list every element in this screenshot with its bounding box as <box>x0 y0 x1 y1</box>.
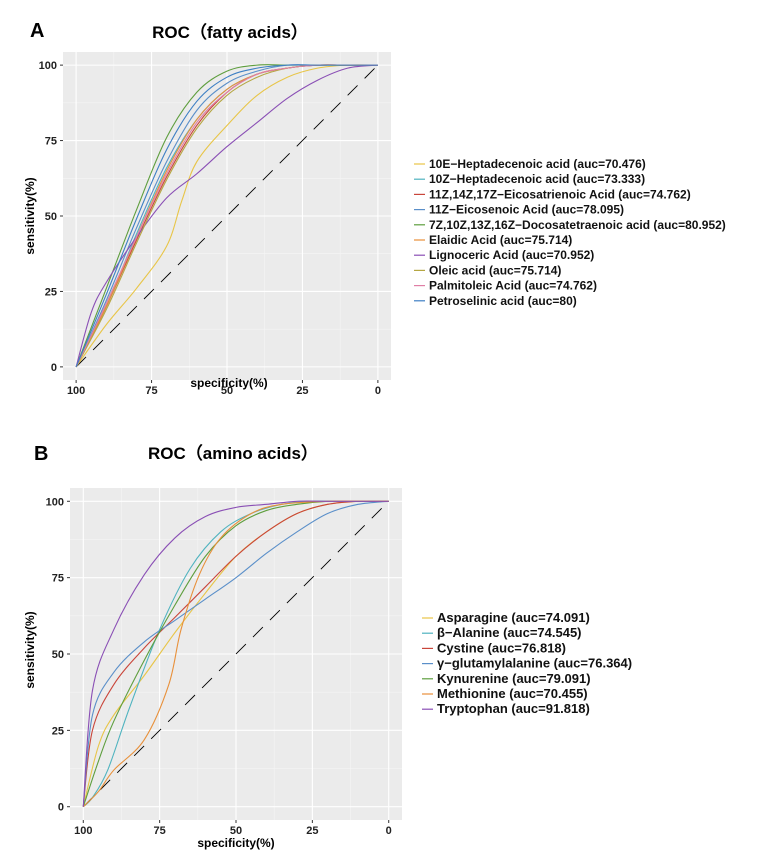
y-tick-label-b: 0 <box>58 802 64 814</box>
roc-curve-a-1 <box>75 64 378 368</box>
x-tick-label-a: 75 <box>145 385 157 397</box>
legend-label-a-6: Elaidic Acid (auc=75.714) <box>429 233 572 247</box>
panel-letter-a: A <box>30 20 44 42</box>
legend-label-a-1: 10E−Heptadecenoic acid (auc=70.476) <box>429 157 646 171</box>
legend-label-a-2: 10Z−Heptadecenoic acid (auc=73.333) <box>429 172 645 186</box>
legend-label-a-9: Palmitoleic Acid (auc=74.762) <box>429 279 597 293</box>
x-tick-label-b: 50 <box>230 825 242 837</box>
x-tick-label-a: 25 <box>296 385 308 397</box>
legend-label-b-7: Tryptophan (auc=91.818) <box>437 701 590 716</box>
y-tick-label-b: 50 <box>52 649 64 661</box>
y-tick-label-b: 75 <box>52 573 64 585</box>
x-tick-label-b: 25 <box>306 825 318 837</box>
roc-curve-b-7 <box>82 500 389 807</box>
y-tick-label-b: 25 <box>52 725 64 737</box>
x-tick-label-b: 0 <box>386 825 392 837</box>
legend-label-a-10: Petroselinic acid (auc=80) <box>429 294 577 308</box>
x-axis-label-a: specificity(%) <box>190 376 267 390</box>
chart-title-a: ROC（fatty acids） <box>152 22 308 42</box>
x-tick-label-a: 0 <box>375 385 381 397</box>
x-tick-label-b: 75 <box>154 825 166 837</box>
x-axis-label-b: specificity(%) <box>197 836 274 850</box>
y-tick-label-b: 100 <box>46 496 64 508</box>
plot-area-a: 100 75 50 25 0 0 25 50 75 100 <box>39 52 391 397</box>
roc-curve-b-4 <box>82 500 389 807</box>
chart-title-b: ROC（amino acids） <box>148 443 318 463</box>
roc-curve-b-6 <box>82 500 389 808</box>
legend-label-b-2: β−Alanine (auc=74.545) <box>437 625 582 640</box>
y-axis-label-a: sensitivity(%) <box>23 177 37 254</box>
x-tick-label-b: 100 <box>74 825 92 837</box>
panel-letter-b: B <box>34 443 48 465</box>
legend-label-a-4: 11Z−Eicosenoic Acid (auc=78.095) <box>429 203 624 217</box>
legend-label-a-7: Lignoceric Acid (auc=70.952) <box>429 248 594 262</box>
y-tick-label-a: 75 <box>45 136 57 148</box>
roc-curve-a-10 <box>75 64 378 368</box>
panel-b: B ROC（amino acids） 100 75 50 25 0 0 25 50 75100 … <box>23 443 632 850</box>
legend-b: Asparagine (auc=74.091)β−Alanine (auc=74… <box>422 610 632 716</box>
panel-a: A ROC（fatty acids） 100 75 50 25 0 0 25 50 75100 … <box>23 20 726 397</box>
legend-label-a-3: 11Z,14Z,17Z−Eicosatrienoic Acid (auc=74.… <box>429 187 691 201</box>
legend-label-b-1: Asparagine (auc=74.091) <box>437 610 590 625</box>
legend-label-b-6: Methionine (auc=70.455) <box>437 686 588 701</box>
legend-label-a-8: Oleic acid (auc=75.714) <box>429 263 561 277</box>
y-axis-label-b: sensitivity(%) <box>23 611 37 688</box>
y-tick-label-a: 0 <box>51 362 57 374</box>
y-tick-label-a: 100 <box>39 60 57 72</box>
legend-a: 10E−Heptadecenoic acid (auc=70.476)10Z−H… <box>414 157 726 308</box>
x-tick-label-a: 100 <box>67 385 85 397</box>
roc-curve-a-7 <box>75 64 378 368</box>
legend-label-a-5: 7Z,10Z,13Z,16Z−Docosatetraenoic acid (au… <box>429 218 726 232</box>
legend-label-b-5: Kynurenine (auc=79.091) <box>437 671 591 686</box>
roc-curve-b-3 <box>82 500 389 807</box>
x-tick-label-a: 50 <box>221 385 233 397</box>
y-tick-label-a: 25 <box>45 286 57 298</box>
plot-area-b: 100 75 50 25 0 0 25 50 75 100 <box>46 488 402 837</box>
y-tick-label-a: 50 <box>45 211 57 223</box>
legend-label-b-4: γ−glutamylalanine (auc=76.364) <box>437 656 632 671</box>
legend-label-b-3: Cystine (auc=76.818) <box>437 640 566 655</box>
